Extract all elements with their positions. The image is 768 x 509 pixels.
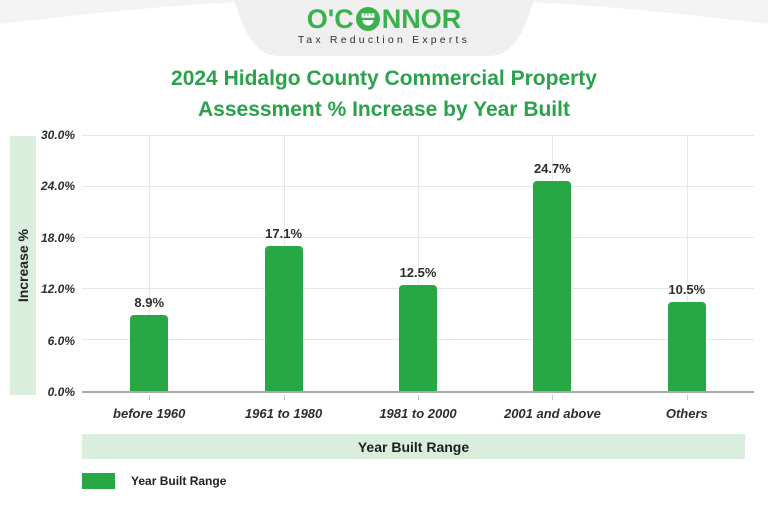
- bar-value-label: 10.5%: [668, 281, 706, 297]
- y-tick-label: 6.0%: [47, 333, 75, 348]
- bar-value-label: 17.1%: [265, 225, 303, 241]
- x-category-label: 1961 to 1980: [244, 406, 323, 421]
- v-gridline: [149, 136, 151, 391]
- legend-label: Year Built Range: [131, 474, 227, 488]
- oconnor-ruler-circle-icon: [355, 7, 380, 31]
- x-tick-mark: [552, 395, 554, 400]
- y-tick-label: 18.0%: [40, 230, 75, 245]
- legend-swatch: [82, 473, 115, 489]
- x-tick-mark: [418, 395, 419, 400]
- logo-text-pre: O'C: [306, 4, 354, 34]
- x-category-label: before 1960: [113, 406, 186, 421]
- chart-title-line1: 2024 Hidalgo County Commercial Property: [171, 67, 597, 90]
- logo-wordmark: O'C NNOR: [234, 4, 534, 34]
- logo-text-post: NNOR: [381, 4, 462, 34]
- background-wave-decoration: [0, 0, 768, 24]
- x-category-label: Others: [665, 406, 708, 421]
- y-tick-label: 24.0%: [40, 179, 75, 194]
- y-tick-label: 30.0%: [40, 128, 75, 142]
- v-gridline: [418, 136, 419, 391]
- x-axis-title-band: Year Built Range: [82, 434, 745, 459]
- bar: [533, 181, 572, 391]
- logo: O'C NNOR Tax Reduction Experts: [234, 4, 534, 47]
- x-tick-mark: [686, 395, 688, 400]
- y-axis-title-band: Increase %: [10, 136, 36, 395]
- bar-value-label: 24.7%: [533, 161, 571, 177]
- chart-title-line2: Assessment % Increase by Year Built: [198, 98, 570, 121]
- header-ribbon-shape: [234, 0, 534, 56]
- x-axis-title: Year Built Range: [357, 438, 470, 455]
- logo-tagline: Tax Reduction Experts: [297, 34, 471, 46]
- chart-title: 2024 Hidalgo County Commercial Property …: [0, 63, 768, 125]
- x-category-label: 2001 and above: [503, 406, 601, 421]
- h-gridline: [82, 135, 754, 136]
- bar: [264, 245, 303, 391]
- x-category-label: 1981 to 2000: [379, 406, 457, 421]
- bar-value-label: 12.5%: [399, 264, 437, 280]
- plot-area: 8.9% 17.1% 12.5% 24.7% 10.5%: [82, 135, 754, 393]
- y-tick-label: 12.0%: [40, 282, 75, 297]
- x-tick-mark: [283, 395, 285, 400]
- legend: Year Built Range: [82, 472, 226, 490]
- header-ribbon: O'C NNOR Tax Reduction Experts: [234, 0, 534, 60]
- x-tick-mark: [149, 395, 151, 400]
- bar-value-label: 8.9%: [134, 295, 165, 311]
- bar: [130, 315, 169, 391]
- x-axis-category-labels: before 1960 1961 to 1980 1981 to 2000 2001 …: [82, 395, 754, 429]
- y-axis-tick-labels: 0.0% 6.0% 12.0% 18.0% 24.0% 30.0%: [0, 128, 75, 399]
- bar: [667, 301, 706, 391]
- v-gridline: [686, 136, 688, 391]
- bar: [399, 284, 437, 391]
- y-tick-label: 0.0%: [47, 385, 75, 399]
